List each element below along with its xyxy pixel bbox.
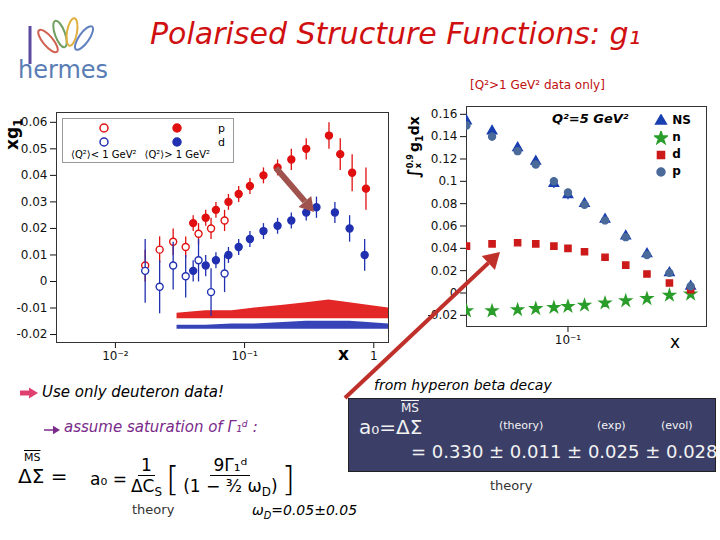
svg-text:0.1: 0.1 (438, 174, 457, 188)
svg-text:-0.01: -0.01 (16, 301, 47, 315)
svg-text:-0.02: -0.02 (16, 327, 47, 341)
svg-text:0: 0 (450, 286, 458, 300)
svg-text:0: 0 (40, 274, 48, 288)
svg-text:0.05: 0.05 (21, 142, 48, 156)
svg-text:10⁻¹: 10⁻¹ (555, 333, 582, 347)
svg-text:10⁻¹: 10⁻¹ (231, 349, 258, 363)
svg-text:0.02: 0.02 (431, 264, 458, 278)
svg-text:0.04: 0.04 (21, 168, 48, 182)
svg-text:0.16: 0.16 (431, 107, 458, 121)
svg-text:1: 1 (370, 349, 378, 363)
svg-text:-0.02: -0.02 (428, 308, 458, 322)
svg-text:0.03: 0.03 (21, 195, 48, 209)
svg-text:0.06: 0.06 (431, 219, 458, 233)
svg-text:0.01: 0.01 (21, 248, 48, 262)
svg-text:0.04: 0.04 (431, 241, 458, 255)
svg-text:10⁻²: 10⁻² (102, 349, 129, 363)
svg-text:0.08: 0.08 (431, 196, 458, 210)
svg-text:0.02: 0.02 (21, 221, 48, 235)
svg-text:0.12: 0.12 (431, 152, 458, 166)
svg-text:0.14: 0.14 (431, 129, 458, 143)
